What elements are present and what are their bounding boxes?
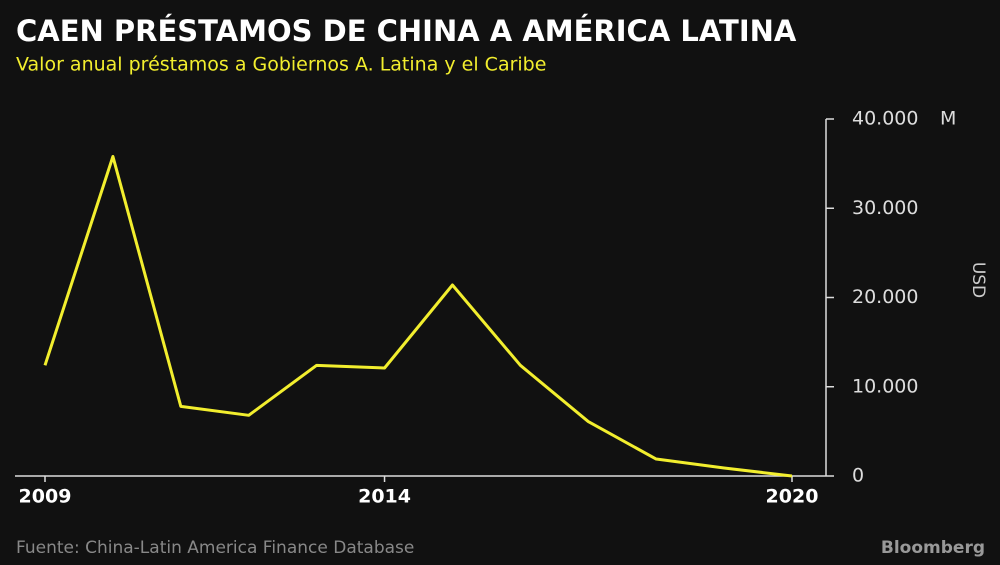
y-tick-label: 0 bbox=[852, 465, 864, 487]
line bbox=[43, 154, 793, 478]
y-tick-label: 30.000 bbox=[852, 197, 918, 219]
chart-subtitle: Valor anual préstamos a Gobiernos A. Lat… bbox=[16, 54, 546, 76]
chart-title: CAEN PRÉSTAMOS DE CHINA A AMÉRICA LATINA bbox=[16, 14, 797, 48]
y-axis-label: USD bbox=[968, 262, 988, 298]
source: Fuente: China-Latin America Finance Data… bbox=[16, 538, 414, 558]
y-tick-label: 10.000 bbox=[852, 375, 918, 397]
y-tick-label: 20.000 bbox=[852, 286, 918, 308]
brand: Bloomberg bbox=[881, 538, 985, 558]
x-tick-label: 2014 bbox=[358, 486, 411, 508]
y-tick-label: 40.000 bbox=[852, 108, 918, 130]
x-tick-label: 2009 bbox=[19, 486, 72, 508]
x-tick-label: 2020 bbox=[766, 486, 819, 508]
y-unit: M bbox=[940, 108, 956, 130]
